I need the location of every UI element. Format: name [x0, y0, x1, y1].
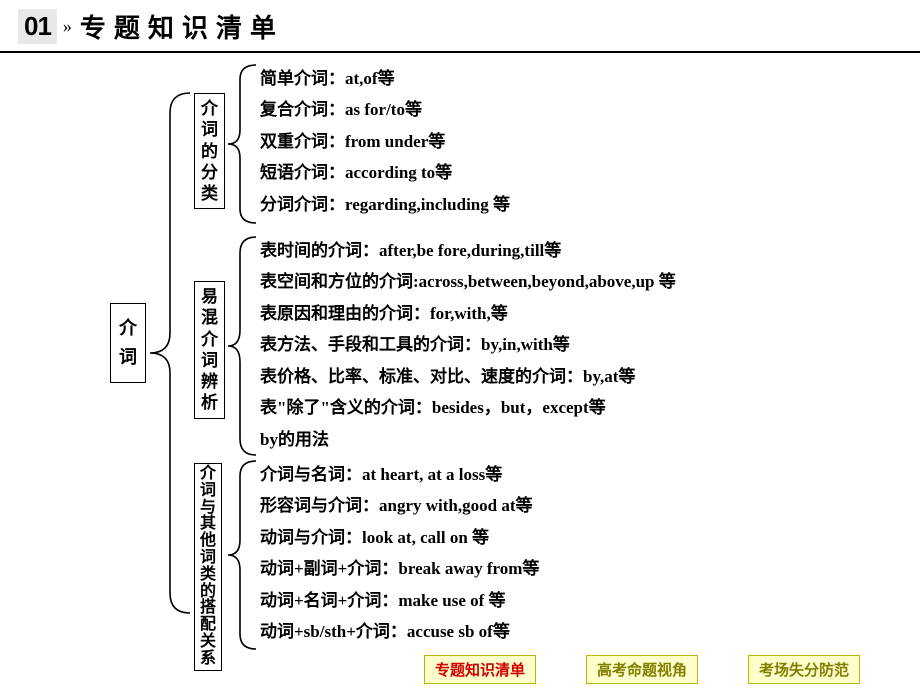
cat-char: 配 [200, 617, 216, 634]
root-node: 介 词 [110, 303, 146, 383]
header-arrow: » [63, 16, 72, 37]
item: 动词与介词：look at, call on 等 [260, 522, 539, 553]
item: 动词+sb/sth+介词：accuse sb of等 [260, 616, 539, 647]
tab-score-loss-prevention[interactable]: 考场失分防范 [748, 655, 860, 684]
page-header: 01 » 专题知识清单 [0, 0, 920, 53]
cat-char: 词 [201, 350, 218, 371]
cat-char: 与 [200, 500, 216, 517]
item: 表方法、手段和工具的介词：by,in,with等 [260, 329, 676, 360]
item: 形容词与介词：angry with,good at等 [260, 490, 539, 521]
cat-char: 类 [201, 183, 218, 204]
category-box-2: 易 混 介 词 辨 析 [194, 281, 225, 419]
category-box-3: 介 词 与 其 他 词 类 的 搭 配 关 系 [194, 463, 222, 671]
cat-char: 混 [201, 307, 218, 328]
category-box-1: 介 词 的 分 类 [194, 93, 225, 209]
items-group-2: 表时间的介词：after,be fore,during,till等 表空间和方位… [260, 235, 676, 455]
cat-char: 的 [201, 141, 218, 162]
brace-3 [228, 461, 260, 649]
header-title: 专题知识清单 [80, 8, 284, 45]
item: 分词介词：regarding,including 等 [260, 189, 510, 220]
cat-char: 类 [200, 567, 216, 584]
item: by的用法 [260, 424, 676, 455]
cat-char: 他 [200, 533, 216, 550]
diagram: 介 词 介 词 的 分 类 简单介词：at,of等 复合介词：as for/to… [110, 63, 880, 643]
cat-char: 的 [200, 584, 216, 601]
item: 动词+名词+介词：make use of 等 [260, 585, 539, 616]
items-group-3: 介词与名词：at heart, at a loss等 形容词与介词：angry … [260, 459, 539, 648]
cat-char: 其 [200, 516, 216, 533]
item: 动词+副词+介词：break away from等 [260, 553, 539, 584]
root-line: 词 [119, 343, 137, 372]
items-group-1: 简单介词：at,of等 复合介词：as for/to等 双重介词：from un… [260, 63, 510, 220]
item: 表时间的介词：after,be fore,during,till等 [260, 235, 676, 266]
cat-char: 词 [200, 483, 216, 500]
item: 复合介词：as for/to等 [260, 94, 510, 125]
item: 介词与名词：at heart, at a loss等 [260, 459, 539, 490]
item: 表空间和方位的介词:across,between,beyond,above,up… [260, 266, 676, 297]
root-brace [150, 93, 194, 613]
item: 表原因和理由的介词：for,with,等 [260, 298, 676, 329]
item: 短语介词：according to等 [260, 157, 510, 188]
cat-char: 析 [201, 392, 218, 413]
cat-char: 分 [201, 162, 218, 183]
brace-1 [228, 65, 260, 223]
root-line: 介 [119, 314, 137, 343]
cat-char: 介 [201, 329, 218, 350]
item: 表"除了"含义的介词：besides，but，except等 [260, 392, 676, 423]
tab-exam-perspective[interactable]: 高考命题视角 [586, 655, 698, 684]
cat-char: 关 [200, 634, 216, 651]
cat-char: 介 [201, 98, 218, 119]
cat-char: 辨 [201, 371, 218, 392]
footer-tabs: 专题知识清单 高考命题视角 考场失分防范 [0, 655, 920, 684]
section-number: 01 [18, 9, 57, 44]
tab-knowledge-list[interactable]: 专题知识清单 [424, 655, 536, 684]
brace-2 [228, 237, 260, 455]
item: 简单介词：at,of等 [260, 63, 510, 94]
cat-char: 搭 [200, 600, 216, 617]
cat-char: 词 [201, 119, 218, 140]
cat-char: 介 [200, 466, 216, 483]
item: 双重介词：from under等 [260, 126, 510, 157]
cat-char: 词 [200, 550, 216, 567]
cat-char: 易 [201, 286, 218, 307]
item: 表价格、比率、标准、对比、速度的介词：by,at等 [260, 361, 676, 392]
